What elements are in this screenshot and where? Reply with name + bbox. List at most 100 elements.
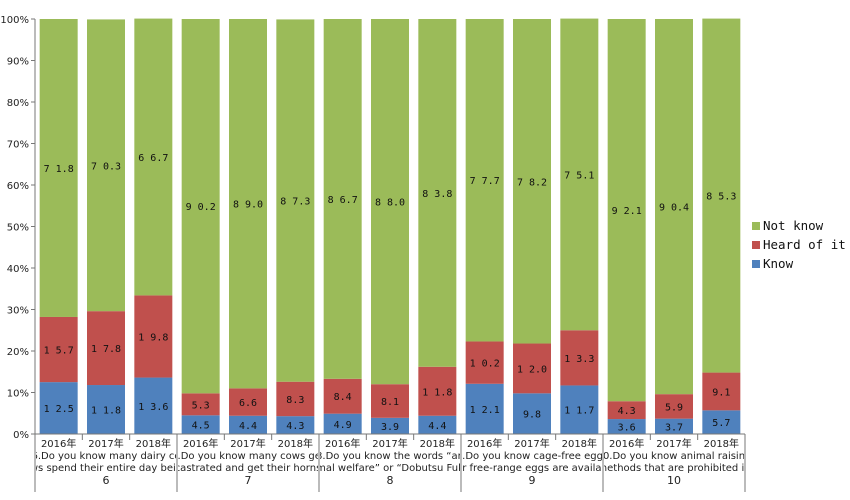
data-label-know: 1 1.8: [91, 406, 121, 417]
x-year-label: 2017年: [88, 437, 123, 450]
bar-segment-not-know: [702, 18, 741, 373]
bar-segment-not-know: [276, 19, 315, 382]
bar-segment-heard-of-it: [513, 343, 551, 394]
data-label-not-know: 8 3.8: [422, 189, 452, 200]
bar-segment-heard-of-it: [87, 311, 125, 386]
data-label-heard-of-it: 5.9: [665, 402, 683, 413]
y-tick-label: 0%: [13, 430, 29, 441]
data-label-know: 4.5: [192, 421, 210, 432]
legend-swatch-not-know: [752, 221, 760, 230]
y-tick-label: 80%: [7, 98, 29, 109]
y-tick-label: 60%: [7, 181, 29, 192]
data-label-heard-of-it: 8.3: [286, 395, 304, 406]
bar-segment-not-know: [371, 19, 409, 385]
data-label-not-know: 9 0.2: [186, 202, 216, 213]
x-year-label: 2018年: [562, 437, 597, 450]
bar-segment-heard-of-it: [134, 295, 173, 378]
data-label-heard-of-it: 1 1.8: [422, 387, 452, 398]
bar-segment-not-know: [418, 19, 457, 367]
bar-segment-heard-of-it: [229, 388, 267, 416]
bar-segment-know: [702, 410, 741, 434]
data-label-heard-of-it: 1 2.0: [517, 364, 547, 375]
bar-segment-know: [560, 385, 599, 434]
x-group-number: 10: [667, 474, 681, 487]
bar-segment-not-know: [229, 19, 267, 389]
bar-segment-know: [134, 377, 173, 434]
bar-segment-not-know: [87, 19, 125, 312]
bar-segment-not-know: [560, 18, 599, 331]
data-label-heard-of-it: 1 3.3: [564, 354, 594, 365]
x-group-number: 7: [245, 474, 252, 487]
legend-label-heard-of-it: Heard of it: [763, 237, 846, 252]
data-label-know: 9.8: [523, 410, 541, 421]
y-tick-label: 90%: [7, 57, 29, 68]
data-label-know: 5.7: [712, 418, 730, 429]
x-question-label-line2: mal welfare” or “Dobutsu Fuk: [316, 463, 464, 474]
y-tick-label: 20%: [7, 347, 29, 358]
x-year-label: 2016年: [41, 437, 76, 450]
x-year-label: 2018年: [420, 437, 455, 450]
data-label-not-know: 9 0.4: [659, 203, 689, 214]
data-label-heard-of-it: 8.4: [334, 392, 352, 403]
legend-item-know: Know: [752, 254, 846, 273]
bar-segment-know: [371, 417, 409, 434]
bar-segment-heard-of-it: [39, 316, 78, 383]
bar-segment-know: [276, 416, 315, 434]
data-label-not-know: 9 2.1: [612, 206, 642, 217]
x-question-label-line2: ws spend their entire day bein: [30, 463, 182, 474]
bar-segment-know: [513, 393, 551, 434]
x-group-number: 6: [103, 474, 110, 487]
legend: Not know Heard of it Know: [752, 216, 846, 273]
bar-segment-heard-of-it: [371, 384, 409, 418]
data-label-heard-of-it: 8.1: [381, 397, 399, 408]
x-year-label: 2018年: [136, 437, 171, 450]
x-year-label: 2016年: [325, 437, 360, 450]
legend-label-know: Know: [763, 256, 794, 271]
data-label-know: 3.6: [618, 423, 636, 434]
bar-segment-not-know: [323, 19, 362, 379]
bar-segment-not-know: [39, 19, 78, 317]
x-question-label-line1: 8.Do you know the words “an: [316, 451, 464, 462]
x-question-label-line2: or free-range eggs are availab: [456, 463, 608, 474]
y-tick-label: 10%: [7, 389, 29, 400]
bar-segment-not-know: [513, 19, 551, 344]
bar-segment-heard-of-it: [465, 341, 504, 384]
x-group-number: 9: [529, 474, 536, 487]
data-label-know: 4.4: [239, 421, 257, 432]
legend-item-not-know: Not know: [752, 216, 846, 235]
data-label-heard-of-it: 5.3: [192, 400, 210, 411]
x-question-label-line1: 7.Do you know many cows get: [171, 451, 325, 462]
data-label-heard-of-it: 1 9.8: [138, 332, 168, 343]
bar-segment-know: [418, 415, 457, 434]
data-label-not-know: 8 9.0: [233, 200, 263, 211]
x-group-number: 8: [387, 474, 394, 487]
bar-segment-not-know: [181, 19, 220, 394]
data-label-know: 4.4: [428, 421, 446, 432]
data-label-know: 3.9: [381, 422, 399, 433]
bar-segment-heard-of-it: [181, 393, 220, 416]
bar-segment-not-know: [655, 19, 693, 395]
bar-segment-know: [465, 383, 504, 434]
data-label-not-know: 8 5.3: [706, 192, 736, 203]
x-year-label: 2017年: [372, 437, 407, 450]
data-label-not-know: 7 0.3: [91, 161, 121, 172]
x-year-label: 2016年: [609, 437, 644, 450]
data-label-not-know: 6 6.7: [138, 153, 168, 164]
data-label-heard-of-it: 1 7.8: [91, 344, 121, 355]
legend-swatch-know: [752, 259, 760, 268]
bar-segment-heard-of-it: [560, 330, 599, 386]
bar-segment-know: [655, 418, 693, 434]
legend-swatch-heard-of-it: [752, 240, 760, 249]
data-label-know: 4.9: [334, 420, 352, 431]
bar-segment-heard-of-it: [276, 381, 315, 417]
data-label-heard-of-it: 1 0.2: [470, 359, 500, 370]
bar-segment-heard-of-it: [323, 378, 362, 414]
data-label-know: 1 3.6: [138, 402, 168, 413]
bar-segment-know: [323, 413, 362, 434]
legend-item-heard-of-it: Heard of it: [752, 235, 846, 254]
data-label-not-know: 8 7.3: [280, 197, 310, 208]
data-label-not-know: 7 5.1: [564, 170, 594, 181]
x-year-label: 2018年: [704, 437, 739, 450]
bar-segment-know: [607, 419, 646, 434]
